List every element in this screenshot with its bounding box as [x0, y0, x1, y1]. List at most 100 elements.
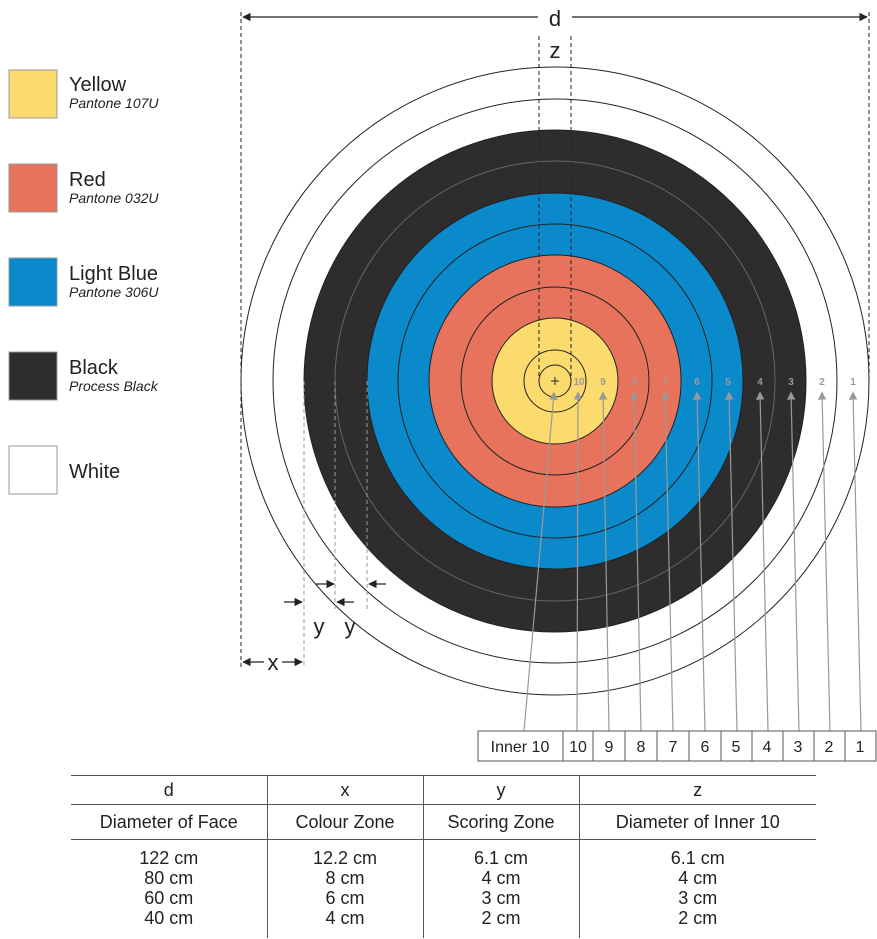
zone-pointers: [523, 391, 862, 732]
score-zone-labels: Inner 10 10 9 8 7 6 5 4 3 2 1: [477, 730, 877, 762]
value-z-1: 6.1 cm: [670, 848, 725, 868]
legend-label-red: Red: [69, 169, 106, 191]
desc-z: Diameter of Inner 10: [578, 804, 816, 840]
value-y-3: 3 cm: [481, 888, 521, 908]
values-y: 6.1 cm 4 cm 3 cm 2 cm: [422, 839, 579, 938]
score-box-5: [720, 730, 753, 762]
y-label-1: y: [314, 614, 325, 639]
value-d-3: 60 cm: [144, 888, 194, 908]
values-x: 12.2 cm 8 cm 6 cm 4 cm: [266, 839, 423, 938]
score-label-9: 9: [605, 739, 614, 756]
ring-number-7: 7: [662, 377, 668, 388]
score-label-3: 3: [794, 739, 803, 756]
legend-pantone-yellow: Pantone 107U: [69, 95, 159, 111]
ring-number-10: 10: [573, 377, 585, 388]
score-label-7: 7: [669, 739, 678, 756]
legend-pantone-light-blue: Pantone 306U: [69, 284, 159, 300]
legend-pantone-red: Pantone 032U: [69, 190, 159, 206]
table-description-row: Diameter of Face Colour Zone Scoring Zon…: [71, 804, 816, 840]
score-box-1: [844, 730, 877, 762]
target-rings: [240, 66, 870, 696]
legend-swatch-black: [8, 351, 58, 401]
pointer-1: [848, 391, 862, 732]
pointer-5: [724, 391, 738, 732]
ring-number-3: 3: [788, 377, 794, 388]
dimension-x-y: x y y: [242, 381, 386, 675]
pointer-3: [786, 391, 800, 732]
pointer-7: [660, 391, 674, 732]
legend-swatch-white: [8, 445, 58, 495]
ring-numbers: 10 9 8 7 6 5 4 3 2 1: [573, 377, 856, 388]
pointer-9: [598, 391, 610, 732]
score-label-4: 4: [763, 739, 772, 756]
score-label-8: 8: [637, 739, 646, 756]
center-cross-icon: [551, 377, 559, 385]
dimension-d: d: [240, 6, 870, 668]
ring-number-1: 1: [850, 377, 856, 388]
desc-y: Scoring Zone: [422, 804, 579, 840]
pointer-4: [755, 391, 769, 732]
d-label: d: [549, 6, 561, 31]
legend-pantone-black: Process Black: [69, 378, 159, 394]
value-x-4: 4 cm: [325, 908, 365, 928]
header-x: x: [266, 775, 423, 805]
value-z-2: 4 cm: [678, 868, 718, 888]
z-label: z: [550, 38, 561, 63]
value-y-2: 4 cm: [481, 868, 521, 888]
legend-swatch-light-blue: [8, 257, 58, 307]
score-label-2: 2: [825, 739, 834, 756]
ring-number-6: 6: [694, 377, 700, 388]
score-label-5: 5: [732, 739, 741, 756]
header-d: d: [71, 775, 267, 805]
pointer-6: [692, 391, 706, 732]
value-y-1: 6.1 cm: [473, 848, 529, 868]
ring-number-2: 2: [819, 377, 825, 388]
ring-number-8: 8: [632, 377, 638, 388]
legend-swatch-yellow: [8, 69, 58, 119]
table-header-row: d x y z: [71, 775, 816, 805]
value-y-4: 2 cm: [481, 908, 521, 928]
legend: Yellow Pantone 107U Red Pantone 032U Lig…: [8, 69, 159, 495]
header-y: y: [422, 775, 579, 805]
ring-number-5: 5: [725, 377, 731, 388]
score-box-2: [813, 730, 846, 762]
values-d: 122 cm 80 cm 60 cm 40 cm: [71, 840, 267, 939]
pointer-inner-10: [523, 391, 558, 732]
ring-number-4: 4: [757, 377, 763, 388]
table-values-row: 122 cm 80 cm 60 cm 40 cm 12.2 cm 8 cm 6 …: [71, 839, 816, 939]
legend-label-yellow: Yellow: [69, 74, 127, 96]
score-box-7: [656, 730, 690, 762]
score-box-9: [592, 730, 626, 762]
score-box-10: [562, 730, 594, 762]
legend-label-white: White: [69, 461, 120, 483]
pointer-2: [817, 391, 831, 732]
values-z: 6.1 cm 4 cm 3 cm 2 cm: [578, 839, 816, 938]
score-label-10: 10: [569, 739, 587, 756]
value-z-4: 2 cm: [678, 908, 718, 928]
pointer-10: [573, 391, 583, 732]
value-d-2: 80 cm: [144, 868, 194, 888]
score-label-inner-10: Inner 10: [491, 739, 550, 756]
value-x-1: 12.2 cm: [312, 848, 378, 868]
score-box-8: [624, 730, 658, 762]
y-label-2: y: [345, 614, 356, 639]
legend-label-black: Black: [69, 357, 119, 379]
legend-swatch-red: [8, 163, 58, 213]
ring-number-9: 9: [600, 377, 606, 388]
value-x-2: 8 cm: [325, 868, 365, 888]
pointer-8: [629, 391, 642, 732]
desc-x: Colour Zone: [266, 804, 423, 840]
header-z: z: [578, 775, 816, 805]
value-x-3: 6 cm: [325, 888, 365, 908]
score-box-inner-10: [477, 730, 564, 762]
x-label: x: [268, 650, 279, 675]
value-d-1: 122 cm: [139, 848, 199, 868]
dimension-z: z: [538, 36, 572, 381]
score-label-1: 1: [856, 739, 865, 756]
value-d-4: 40 cm: [144, 908, 194, 928]
score-label-6: 6: [701, 739, 710, 756]
desc-d: Diameter of Face: [71, 804, 267, 840]
dimensions-table: d x y z Diameter of Face Colour Zone Sco…: [71, 775, 816, 938]
score-box-3: [782, 730, 815, 762]
